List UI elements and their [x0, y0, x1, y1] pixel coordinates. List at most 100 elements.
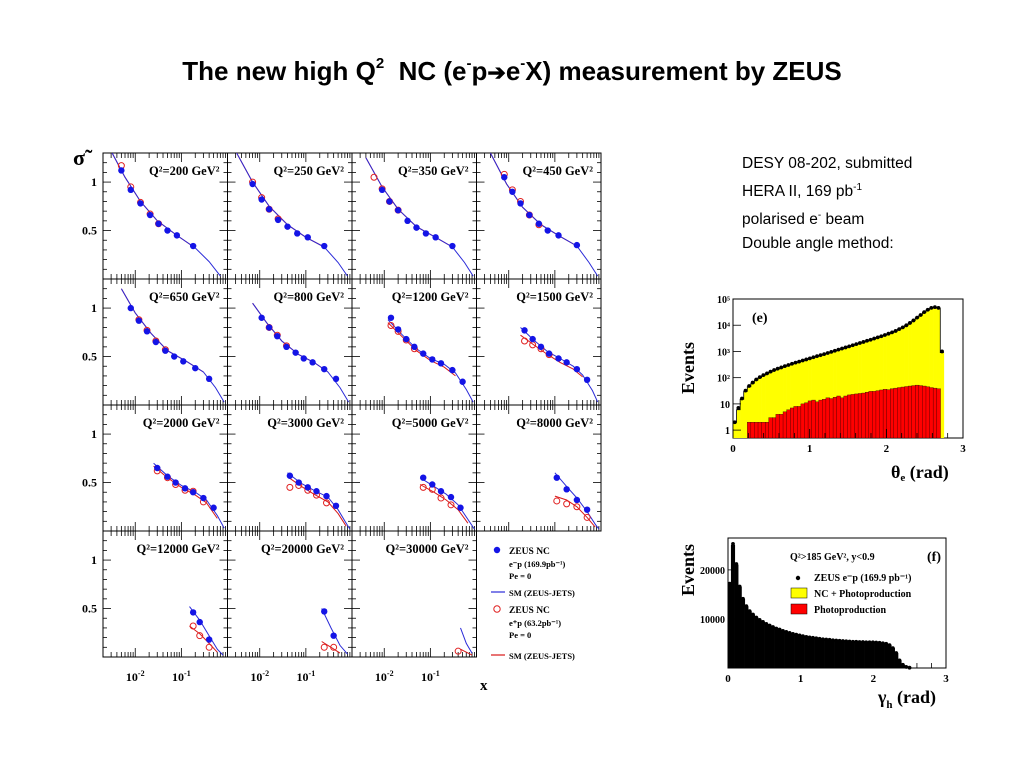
nc-bar — [824, 639, 829, 668]
data-point — [922, 310, 927, 315]
nc-bar — [925, 310, 930, 438]
y-tick-label: 10⁴ — [717, 321, 730, 332]
eminus-point — [583, 376, 591, 383]
legend-label: ZEUS NC — [509, 547, 550, 557]
eplus-point — [521, 337, 529, 345]
panel-plot-area — [520, 327, 599, 403]
nc-bar — [801, 636, 805, 668]
eminus-point — [192, 364, 199, 372]
php-bar — [772, 417, 777, 439]
title-text: NC (e — [384, 56, 467, 86]
eminus-point — [164, 227, 171, 234]
panel: Q²=450 GeV² — [476, 152, 602, 280]
data-point — [779, 365, 784, 370]
panel: Q²=200 GeV² — [102, 152, 228, 280]
data-point — [747, 609, 752, 613]
eminus-point — [432, 234, 439, 241]
php-bar — [836, 395, 841, 439]
panel: Q²=5000 GeV² — [351, 404, 477, 532]
data-point — [879, 334, 884, 339]
data-point — [801, 634, 805, 639]
eminus-point — [189, 489, 197, 496]
nc-bar — [847, 641, 852, 668]
legend-label: NC + Photoproduction — [814, 589, 912, 600]
php-bar — [825, 397, 830, 439]
eminus-point — [459, 378, 466, 385]
panel-label: Q²=350 GeV² — [398, 164, 469, 178]
data-point — [811, 635, 815, 640]
data-point — [925, 307, 930, 312]
data-point — [884, 641, 889, 646]
eminus-point — [162, 347, 169, 354]
panel-plot-area — [236, 153, 348, 277]
eminus-point — [573, 241, 581, 249]
eminus-point — [205, 636, 213, 643]
eminus-point — [394, 326, 402, 333]
eminus-point — [181, 485, 189, 492]
y-tick-label: 1 — [91, 301, 97, 315]
data-point — [772, 368, 776, 372]
data-point — [834, 638, 839, 643]
panel-plot-area — [454, 627, 473, 656]
panel-frame — [476, 278, 602, 406]
data-point — [765, 371, 769, 376]
eminus-point — [422, 230, 430, 237]
eplus-point — [205, 643, 213, 651]
data-point — [911, 318, 916, 323]
data-point — [932, 305, 937, 310]
nc-bar — [893, 331, 898, 438]
php-bar — [932, 387, 938, 439]
php-bar — [811, 399, 816, 439]
php-bar — [875, 390, 880, 439]
php-bar — [754, 422, 759, 439]
nc-bar — [786, 365, 791, 438]
x-tick-label: 10-1 — [297, 669, 316, 684]
nc-bar — [800, 360, 805, 438]
eminus-point — [537, 343, 545, 351]
eminus-point — [387, 314, 395, 321]
data-point — [929, 305, 934, 310]
data-point — [815, 354, 819, 359]
info-line: DESY 08-202, submitted — [742, 155, 913, 172]
nc-bar — [767, 625, 772, 668]
y-tick-label: 10 — [720, 400, 730, 411]
eminus-point — [332, 375, 340, 383]
data-point — [860, 640, 865, 644]
eminus-point — [189, 609, 197, 616]
eminus-point — [304, 484, 311, 491]
nc-bar — [900, 327, 905, 438]
php-bar — [768, 417, 773, 439]
data-point — [768, 369, 773, 374]
php-bar — [797, 406, 802, 439]
nc-bar — [807, 637, 812, 668]
data-point — [821, 637, 825, 642]
data-point — [877, 640, 882, 645]
eminus-point — [555, 232, 562, 239]
nc-bar — [734, 564, 739, 668]
nc-bar — [754, 617, 759, 668]
data-point — [757, 375, 762, 380]
data-point — [907, 321, 912, 325]
nc-bar — [877, 642, 882, 668]
x-tick-label: 1 — [807, 443, 813, 455]
php-bar — [922, 385, 927, 439]
data-point — [737, 584, 742, 589]
php-bar — [936, 388, 941, 439]
nc-bar — [751, 615, 755, 668]
eminus-point — [258, 196, 265, 203]
data-point — [890, 330, 894, 335]
x-tick-label: 2 — [871, 673, 877, 685]
panel-plot-area — [286, 472, 351, 530]
data-point — [800, 358, 805, 363]
eminus-point — [249, 180, 256, 188]
eminus-point — [295, 479, 302, 486]
x-tick-label: 3 — [943, 673, 949, 685]
panel-label: Q²=250 GeV² — [273, 164, 344, 178]
data-point — [900, 662, 905, 667]
data-point — [850, 639, 855, 644]
eminus-point — [118, 167, 125, 174]
eplus-point — [573, 503, 581, 511]
eminus-point — [529, 335, 536, 343]
nc-bar — [891, 648, 895, 668]
sm-eminus-curve — [554, 472, 600, 530]
